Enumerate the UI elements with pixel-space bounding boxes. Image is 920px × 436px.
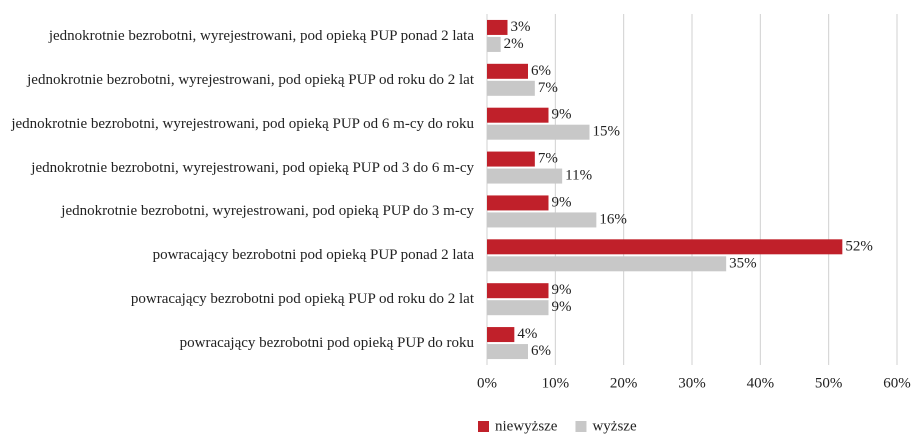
x-tick-label: 60%	[883, 375, 911, 391]
value-label: 9%	[552, 107, 572, 123]
value-label: 11%	[565, 168, 592, 184]
bar	[487, 168, 563, 184]
y-tick-label: powracający bezrobotni pod opieką PUP do…	[179, 335, 474, 352]
bar	[487, 151, 535, 167]
value-label: 52%	[845, 238, 873, 254]
legend-label: niewyższe	[495, 418, 558, 434]
value-label: 4%	[517, 326, 537, 342]
bar	[487, 107, 549, 123]
y-tick-label: powracający bezrobotni pod opieką PUP po…	[152, 247, 474, 264]
value-label: 3%	[511, 19, 531, 35]
value-label: 15%	[593, 124, 621, 140]
bar	[487, 36, 501, 52]
x-tick-label: 40%	[747, 375, 775, 391]
value-label: 6%	[531, 343, 551, 359]
bar	[487, 80, 535, 96]
x-tick-label: 20%	[610, 375, 638, 391]
bar	[487, 283, 549, 299]
y-tick-label: jednokrotnie bezrobotni, wyrejestrowani,…	[27, 71, 474, 88]
bar	[487, 124, 590, 140]
y-tick-label: jednokrotnie bezrobotni, wyrejestrowani,…	[48, 27, 474, 44]
value-label: 7%	[538, 151, 558, 167]
x-tick-label: 50%	[815, 375, 843, 391]
bar	[487, 327, 515, 343]
value-label: 6%	[531, 63, 551, 79]
legend-swatch	[575, 421, 587, 432]
bar	[487, 256, 727, 272]
y-tick-label: jednokrotnie bezrobotni, wyrejestrowani,…	[61, 203, 474, 220]
legend-label: wyższe	[592, 418, 636, 434]
bar	[487, 195, 549, 211]
value-label: 7%	[538, 80, 558, 96]
y-tick-label: jednokrotnie bezrobotni, wyrejestrowani,…	[11, 115, 474, 132]
x-tick-label: 0%	[477, 375, 497, 391]
bar	[487, 344, 528, 360]
bar	[487, 212, 597, 228]
value-label: 35%	[729, 255, 757, 271]
value-label: 9%	[552, 194, 572, 210]
x-tick-label: 10%	[542, 375, 570, 391]
value-label: 9%	[552, 282, 572, 298]
bar	[487, 300, 549, 316]
x-tick-label: 30%	[678, 375, 706, 391]
y-tick-label: powracający bezrobotni pod opieką PUP od…	[130, 291, 474, 308]
bar	[487, 63, 528, 79]
y-tick-label: jednokrotnie bezrobotni, wyrejestrowani,…	[31, 159, 474, 176]
bar	[487, 239, 843, 255]
legend-swatch	[478, 421, 489, 432]
value-label: 16%	[599, 211, 627, 227]
bar	[487, 19, 508, 35]
value-label: 9%	[552, 299, 572, 315]
value-label: 2%	[504, 36, 524, 52]
